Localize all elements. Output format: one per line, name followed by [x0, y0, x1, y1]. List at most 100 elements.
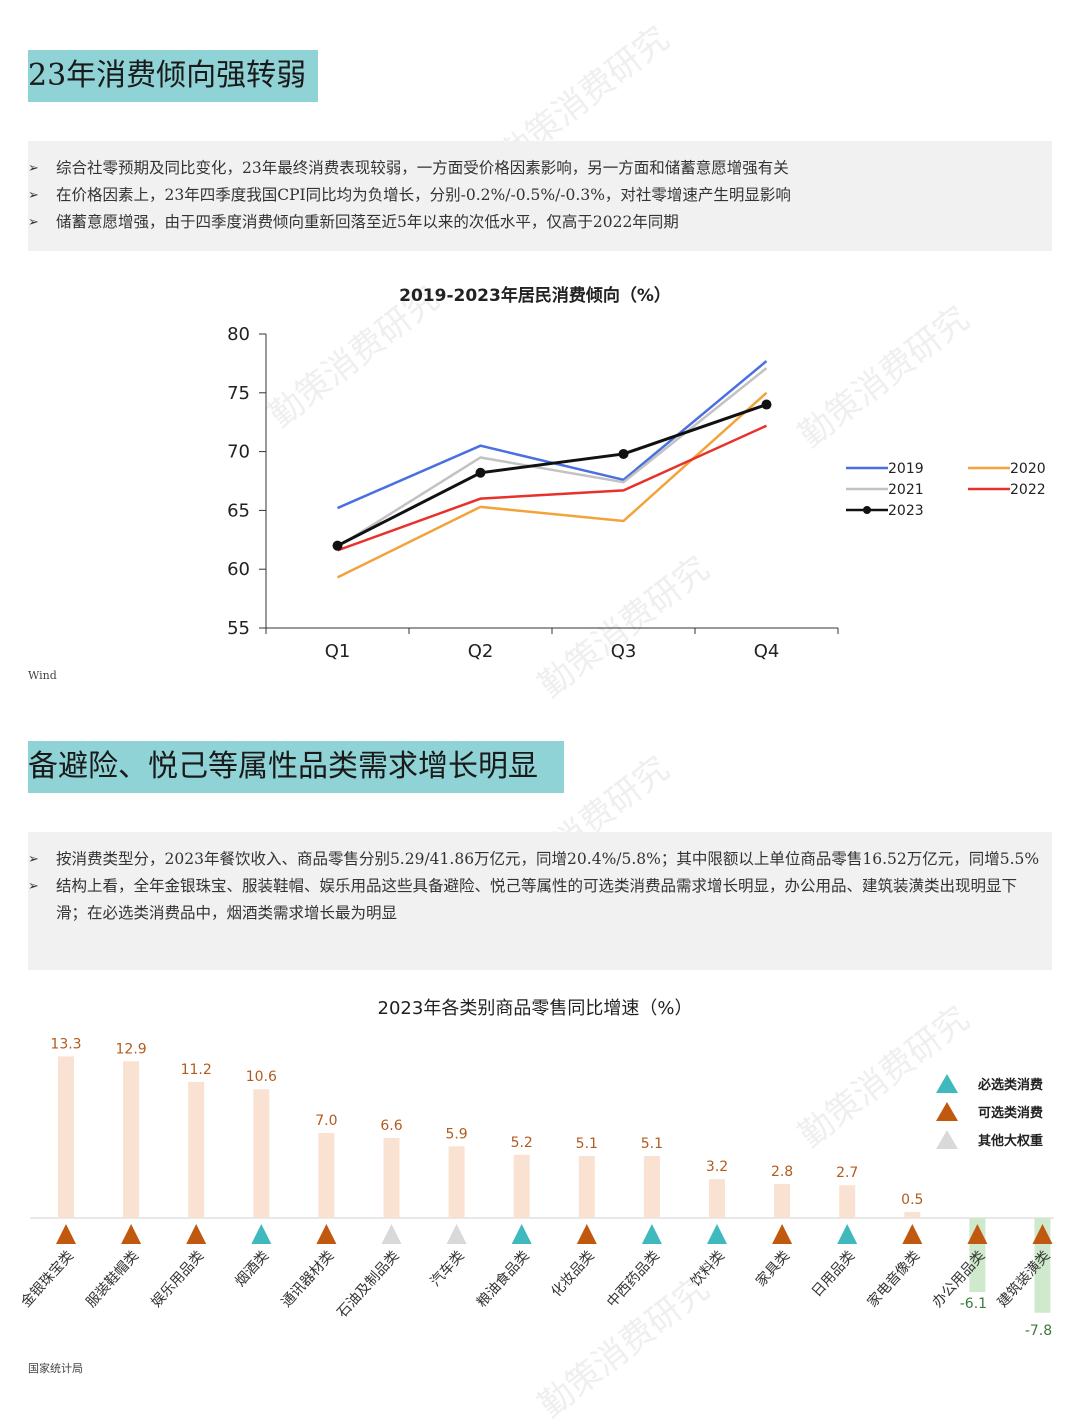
arrow-bullet-icon: ➢	[28, 188, 39, 203]
category-marker-triangle	[707, 1224, 727, 1244]
bar-chart-title: 2023年各类别商品零售同比增速（%）	[377, 998, 693, 1019]
legend-label-2020: 2020	[1010, 461, 1046, 477]
legend-label: 其他大权重	[978, 1133, 1043, 1149]
legend-label-2022: 2022	[1010, 482, 1046, 498]
category-marker-triangle	[121, 1224, 142, 1244]
series-line-2021	[336, 367, 768, 548]
category-marker-triangle	[251, 1224, 272, 1244]
section-title: 备避险、悦己等属性品类需求增长明显	[28, 741, 564, 793]
arrow-bullet-icon: ➢	[28, 161, 39, 176]
data-label: -6.1	[960, 1296, 987, 1312]
legend-triangle	[936, 1130, 958, 1149]
section-title: 23年消费倾向强转弱	[28, 50, 318, 102]
category-label: 粮油食品类	[473, 1247, 532, 1310]
category-label: 烟酒类	[232, 1248, 272, 1290]
category-marker-triangle	[316, 1224, 337, 1244]
bullet-item: ➢ 按消费类型分，2023年餐饮收入、商品零售分别5.29/41.86万亿元，同增…	[28, 846, 1040, 873]
x-tick-label: Q1	[325, 641, 351, 662]
source-note: 国家统计局	[28, 1362, 83, 1375]
category-marker-triangle	[837, 1224, 858, 1244]
data-label: 5.1	[576, 1136, 598, 1152]
data-label: 5.9	[445, 1126, 467, 1142]
bullet-item: ➢ 储蓄意愿增强，由于四季度消费倾向重新回落至近5年以来的次低水平，仅高于2022…	[28, 209, 1052, 236]
bar-金银珠宝类	[58, 1056, 74, 1218]
category-label: 石油及制品类	[334, 1248, 402, 1321]
bar-通讯器材类	[318, 1132, 335, 1218]
legend-label-2021: 2021	[888, 482, 924, 498]
bullet-item: ➢ 结构上看，全年金银珠宝、服装鞋帽、娱乐用品这些具备避险、悦己等属性的可选类消费…	[28, 873, 1040, 927]
category-marker-triangle	[446, 1224, 467, 1244]
category-marker-triangle	[1032, 1224, 1053, 1244]
data-label: 13.3	[50, 1036, 81, 1052]
source-note: Wind	[28, 669, 57, 682]
category-marker-triangle	[576, 1224, 597, 1244]
data-label: 2.8	[771, 1164, 793, 1180]
bullet-text: 在价格因素上，23年四季度我国CPI同比均为负增长，分别-0.2%/-0.5%/…	[56, 186, 791, 204]
bar-娱乐用品类	[188, 1081, 205, 1218]
category-label: 服装鞋帽类	[83, 1248, 142, 1311]
y-tick-label: 65	[227, 500, 250, 521]
bar-汽车类	[448, 1146, 465, 1218]
bar-家电音像类	[904, 1211, 921, 1218]
data-point-2023	[618, 448, 629, 459]
category-marker-triangle	[902, 1224, 923, 1244]
category-marker-triangle	[186, 1224, 207, 1244]
y-tick-label: 80	[227, 324, 250, 345]
category-marker-triangle	[772, 1224, 793, 1244]
data-label: 6.6	[380, 1118, 402, 1134]
legend-marker-2023	[863, 506, 871, 514]
category-marker-triangle	[381, 1224, 402, 1244]
category-label: 化妆品类	[548, 1248, 597, 1300]
bullet-text: 结构上看，全年金银珠宝、服装鞋帽、娱乐用品这些具备避险、悦己等属性的可选类消费品…	[56, 877, 1018, 922]
category-label: 家电音像类	[864, 1247, 923, 1310]
category-label: 汽车类	[427, 1247, 468, 1290]
line-chart-title: 2019-2023年居民消费倾向（%）	[399, 286, 671, 306]
data-label: 5.2	[511, 1135, 533, 1151]
bullet-list: ➢ 综合社零预期及同比变化，23年最终消费表现较弱，一方面受价格因素影响，另一方面…	[28, 141, 1052, 251]
y-tick-label: 75	[227, 383, 250, 404]
x-tick-label: Q2	[468, 641, 494, 662]
category-label: 中西药品类	[604, 1248, 663, 1311]
legend-label-2019: 2019	[888, 461, 924, 477]
legend-label-2023: 2023	[888, 503, 924, 519]
series-line-2022	[337, 424, 768, 552]
bar-服装鞋帽类	[123, 1061, 140, 1218]
category-marker-triangle	[967, 1224, 988, 1244]
arrow-bullet-icon: ➢	[28, 879, 39, 894]
category-label: 通讯器材类	[279, 1248, 338, 1311]
data-label: 5.1	[641, 1136, 663, 1152]
data-label: 0.5	[901, 1192, 923, 1208]
bar-家具类	[774, 1183, 791, 1218]
bullet-text: 储蓄意愿增强，由于四季度消费倾向重新回落至近5年以来的次低水平，仅高于2022年…	[56, 213, 679, 231]
bar-粮油食品类	[513, 1154, 530, 1218]
data-label: 11.2	[181, 1062, 212, 1078]
category-label: 金银珠宝类	[18, 1248, 77, 1311]
bar-烟酒类	[253, 1089, 270, 1218]
line-chart: 55 60 65 70 75 80 Q1 Q2 Q3 Q4 2019 2020 2021 2022 2023	[227, 324, 1046, 662]
category-marker-triangle	[641, 1224, 662, 1244]
bullet-text: 按消费类型分，2023年餐饮收入、商品零售分别5.29/41.86万亿元，同增2…	[56, 850, 1040, 868]
bar-中西药品类	[643, 1156, 660, 1218]
category-label: 饮料类	[688, 1248, 728, 1290]
category-label: 日用品类	[809, 1248, 858, 1300]
data-label: 3.2	[706, 1159, 728, 1175]
data-point-2023	[475, 467, 486, 478]
y-tick-label: 70	[227, 442, 250, 463]
category-label: 家具类	[752, 1247, 793, 1290]
y-tick-label: 60	[227, 559, 250, 580]
data-label: -7.8	[1025, 1323, 1052, 1339]
category-marker-triangle	[56, 1224, 76, 1244]
data-label: 2.7	[836, 1165, 858, 1181]
legend-triangle	[936, 1102, 958, 1121]
data-point-2023	[332, 540, 343, 551]
bullet-list: ➢ 按消费类型分，2023年餐饮收入、商品零售分别5.29/41.86万亿元，同增…	[28, 832, 1052, 970]
bullet-item: ➢ 在价格因素上，23年四季度我国CPI同比均为负增长，分别-0.2%/-0.5%…	[28, 182, 1052, 209]
data-point-2023	[761, 399, 772, 410]
legend-triangle	[936, 1074, 958, 1093]
arrow-bullet-icon: ➢	[28, 852, 39, 867]
bar-化妆品类	[578, 1156, 595, 1218]
legend-label: 可选类消费	[978, 1105, 1043, 1121]
category-label: 娱乐用品类	[148, 1248, 207, 1311]
bar-饮料类	[709, 1179, 725, 1218]
arrow-bullet-icon: ➢	[28, 215, 39, 230]
